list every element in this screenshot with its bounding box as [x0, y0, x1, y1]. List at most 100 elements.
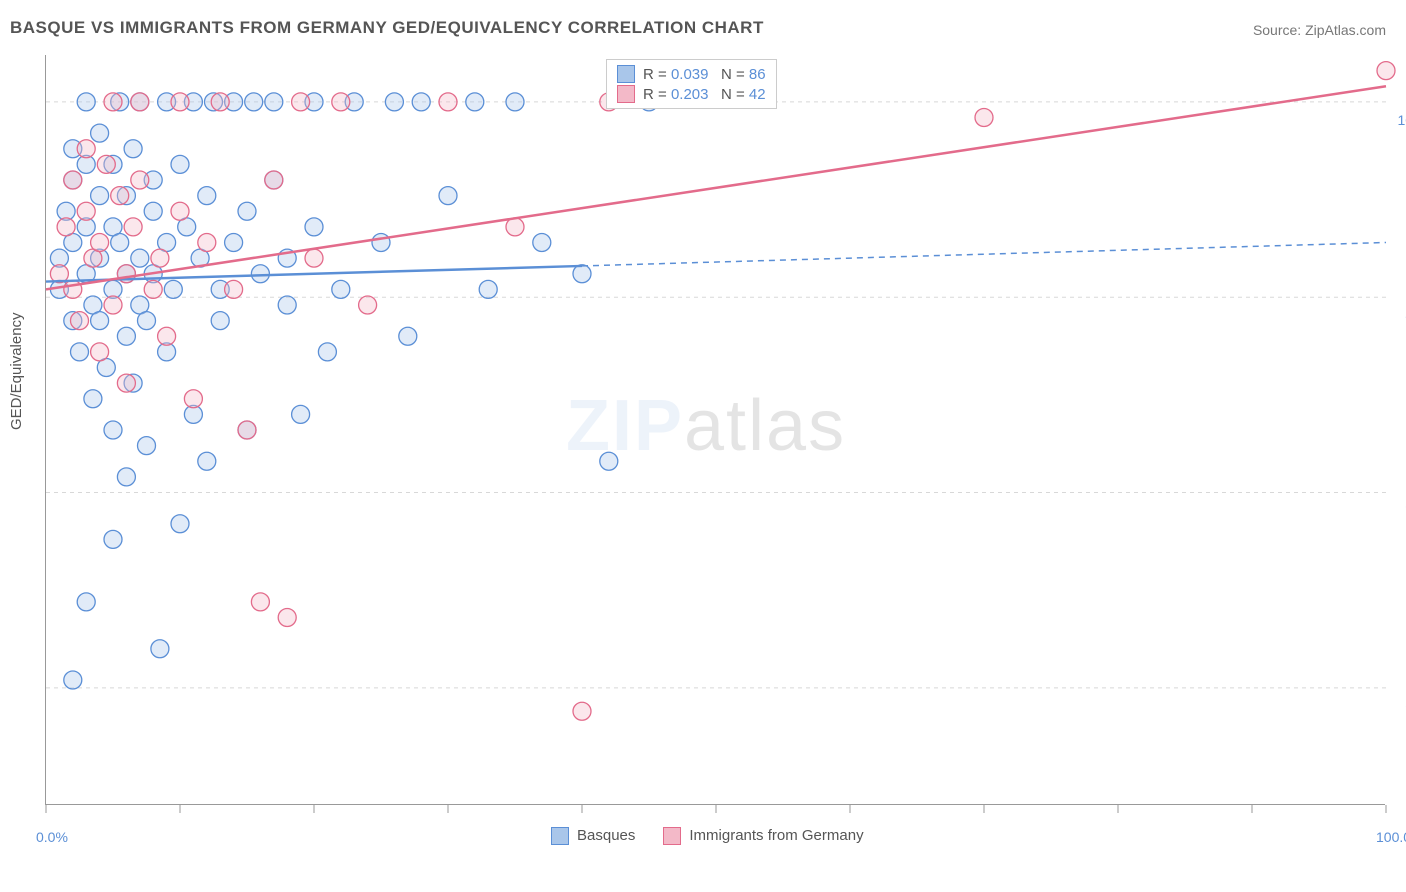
- data-point-basques: [104, 530, 122, 548]
- data-point-germany: [71, 312, 89, 330]
- legend-series: Basques Immigrants from Germany: [551, 827, 864, 845]
- chart-svg: [46, 55, 1386, 815]
- x-tick-label: 0.0%: [36, 829, 68, 845]
- legend-swatch-basques: [617, 65, 635, 83]
- data-point-germany: [278, 609, 296, 627]
- data-point-basques: [77, 93, 95, 111]
- data-point-basques: [171, 155, 189, 173]
- data-point-basques: [91, 312, 109, 330]
- data-point-basques: [399, 327, 417, 345]
- data-point-basques: [533, 234, 551, 252]
- chart-title: BASQUE VS IMMIGRANTS FROM GERMANY GED/EQ…: [10, 18, 764, 38]
- data-point-germany: [104, 296, 122, 314]
- data-point-germany: [439, 93, 457, 111]
- data-point-basques: [198, 452, 216, 470]
- data-point-basques: [412, 93, 430, 111]
- data-point-germany: [359, 296, 377, 314]
- data-point-basques: [506, 93, 524, 111]
- data-point-basques: [211, 312, 229, 330]
- data-point-germany: [64, 171, 82, 189]
- legend-stats-row-germany: R = 0.203 N = 42: [617, 84, 766, 104]
- data-point-basques: [372, 234, 390, 252]
- data-point-basques: [164, 280, 182, 298]
- data-point-basques: [144, 202, 162, 220]
- data-point-germany: [975, 109, 993, 127]
- data-point-germany: [117, 374, 135, 392]
- data-point-basques: [117, 468, 135, 486]
- data-point-germany: [265, 171, 283, 189]
- data-point-germany: [1377, 62, 1395, 80]
- data-point-basques: [318, 343, 336, 361]
- data-point-basques: [198, 187, 216, 205]
- plot-area: ZIPatlas 62.5%75.0%87.5%100.0%0.0%100.0%…: [45, 55, 1385, 805]
- chart-container: BASQUE VS IMMIGRANTS FROM GERMANY GED/EQ…: [0, 0, 1406, 892]
- data-point-germany: [573, 702, 591, 720]
- data-point-germany: [97, 155, 115, 173]
- y-tick-label: 100.0%: [1398, 112, 1406, 128]
- legend-stats-text-basques: R = 0.039 N = 86: [643, 66, 766, 83]
- legend-swatch-germany: [663, 827, 681, 845]
- x-tick-label: 100.0%: [1376, 829, 1406, 845]
- data-point-germany: [64, 280, 82, 298]
- data-point-germany: [225, 280, 243, 298]
- data-point-basques: [251, 265, 269, 283]
- data-point-germany: [171, 202, 189, 220]
- data-point-basques: [225, 234, 243, 252]
- data-point-basques: [138, 312, 156, 330]
- legend-series-label-basques: Basques: [577, 827, 635, 844]
- data-point-germany: [77, 202, 95, 220]
- data-point-germany: [238, 421, 256, 439]
- data-point-basques: [245, 93, 263, 111]
- data-point-basques: [479, 280, 497, 298]
- data-point-germany: [506, 218, 524, 236]
- data-point-germany: [57, 218, 75, 236]
- regression-line-dashed-basques: [582, 243, 1386, 266]
- data-point-basques: [573, 265, 591, 283]
- data-point-germany: [171, 93, 189, 111]
- legend-stats-text-germany: R = 0.203 N = 42: [643, 86, 766, 103]
- data-point-germany: [91, 343, 109, 361]
- data-point-basques: [278, 296, 296, 314]
- data-point-basques: [292, 405, 310, 423]
- data-point-basques: [385, 93, 403, 111]
- data-point-basques: [84, 390, 102, 408]
- data-point-basques: [265, 93, 283, 111]
- data-point-basques: [138, 437, 156, 455]
- data-point-basques: [171, 515, 189, 533]
- y-axis-label: GED/Equivalency: [8, 312, 25, 430]
- data-point-basques: [238, 202, 256, 220]
- data-point-basques: [91, 124, 109, 142]
- legend-swatch-basques: [551, 827, 569, 845]
- data-point-germany: [104, 93, 122, 111]
- legend-stats: R = 0.039 N = 86 R = 0.203 N = 42: [606, 59, 777, 109]
- data-point-germany: [124, 218, 142, 236]
- data-point-germany: [77, 140, 95, 158]
- data-point-germany: [131, 93, 149, 111]
- data-point-basques: [151, 640, 169, 658]
- data-point-germany: [305, 249, 323, 267]
- legend-stats-row-basques: R = 0.039 N = 86: [617, 64, 766, 84]
- regression-line-germany: [46, 86, 1386, 289]
- data-point-basques: [71, 343, 89, 361]
- data-point-basques: [77, 593, 95, 611]
- data-point-germany: [332, 93, 350, 111]
- data-point-basques: [131, 249, 149, 267]
- data-point-basques: [305, 218, 323, 236]
- source-label: Source: ZipAtlas.com: [1253, 22, 1386, 38]
- data-point-germany: [198, 234, 216, 252]
- data-point-basques: [439, 187, 457, 205]
- data-point-germany: [158, 327, 176, 345]
- data-point-germany: [184, 390, 202, 408]
- data-point-germany: [111, 187, 129, 205]
- data-point-basques: [332, 280, 350, 298]
- data-point-germany: [144, 280, 162, 298]
- legend-swatch-germany: [617, 85, 635, 103]
- legend-series-label-germany: Immigrants from Germany: [689, 827, 863, 844]
- data-point-basques: [117, 327, 135, 345]
- data-point-germany: [292, 93, 310, 111]
- data-point-basques: [64, 671, 82, 689]
- data-point-germany: [251, 593, 269, 611]
- data-point-germany: [211, 93, 229, 111]
- data-point-germany: [91, 234, 109, 252]
- data-point-basques: [466, 93, 484, 111]
